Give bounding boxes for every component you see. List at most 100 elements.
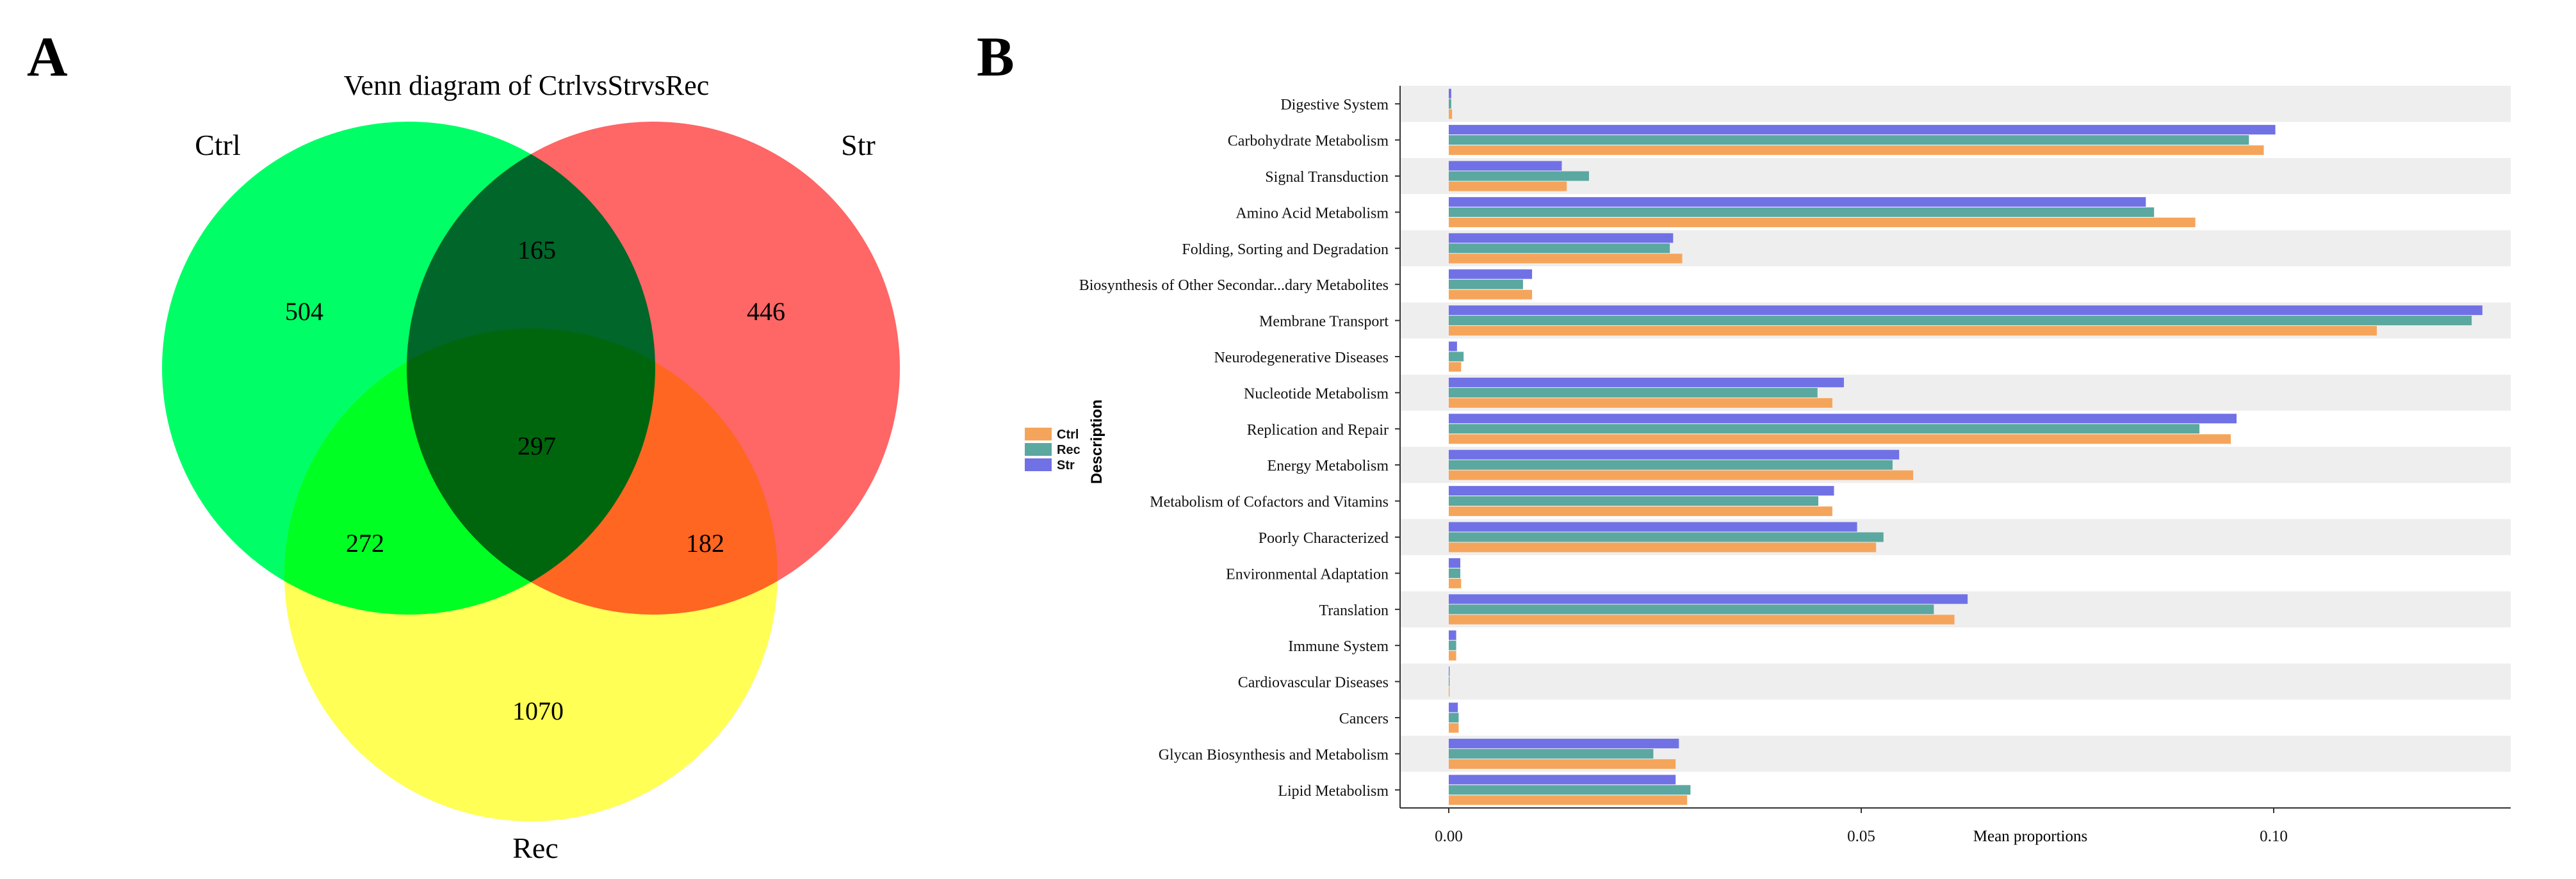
venn-title: Venn diagram of CtrlvsStrvsRec [344,70,710,101]
y-axis-label: Description [1088,399,1105,484]
category-label: Poorly Characterized [1259,530,1389,547]
row-band [1400,86,2511,122]
category-label: Energy Metabolism [1267,458,1389,474]
category-label: Metabolism of Cofactors and Vitamins [1150,494,1389,511]
category-label: Carbohydrate Metabolism [1228,133,1389,150]
category-label: Lipid Metabolism [1278,783,1389,800]
venn-set-label-ctrl: Ctrl [195,129,241,161]
legend-label-str: Str [1057,458,1075,472]
panel-label-b: B [977,26,1015,88]
category-label: Biosynthesis of Other Secondar...dary Me… [1079,277,1389,294]
category-label: Replication and Repair [1247,422,1389,439]
venn-count-ctrl-only: 504 [285,297,323,326]
bar-str [1449,594,1968,604]
bar-ctrl [1449,181,1567,191]
bar-ctrl [1449,362,1462,372]
bar-str [1449,630,1456,640]
bar-ctrl [1449,326,2377,336]
legend-swatch-str [1025,458,1052,471]
bar-ctrl [1449,542,1877,552]
bar-chart-category-labels: Digestive System Carbohydrate Metabolism S… [1079,97,1389,800]
bar-rec [1449,279,1523,289]
bar-rec [1449,135,2249,145]
x-axis-label: Mean proportions [1973,828,2087,845]
bar-ctrl [1449,289,1533,300]
category-label: Environmental Adaptation [1226,566,1389,583]
x-tick-label: 0.10 [2260,828,2288,845]
venn-diagram: Venn diagram of CtrlvsStrvsRec Ctrl Str … [162,70,900,864]
bar-str [1449,269,1533,279]
bar-str [1449,377,1844,387]
bar-ctrl [1449,723,1459,733]
bar-ctrl [1449,109,1453,119]
bar-ctrl [1449,506,1832,517]
x-tick-label: 0.00 [1435,828,1463,845]
bar-str [1449,233,1674,243]
category-label: Digestive System [1280,97,1389,113]
bar-rec [1449,748,1654,759]
bar-rec [1449,207,2155,217]
venn-circle-rec [284,328,778,821]
bar-rec [1449,640,1456,650]
legend-swatch-rec [1025,443,1052,456]
venn-count-ctrl-rec: 272 [346,529,384,558]
bar-str [1449,161,1562,171]
legend-label-rec: Rec [1057,443,1080,457]
legend-swatch-ctrl [1025,428,1052,440]
venn-count-str-only: 446 [747,297,785,326]
bar-rec [1449,99,1451,109]
bar-ctrl [1449,615,1955,625]
bar-ctrl [1449,650,1456,661]
bar-ctrl [1449,795,1688,805]
bar-rec [1449,460,1893,470]
x-tick-label: 0.05 [1847,828,1875,845]
venn-count-all: 297 [518,431,556,460]
category-label: Neurodegenerative Diseases [1214,350,1389,366]
bar-rec [1449,424,2200,434]
bar-str [1449,125,2276,135]
bar-rec [1449,171,1589,181]
category-label: Folding, Sorting and Degradation [1182,241,1389,258]
venn-count-ctrl-str: 165 [518,236,556,264]
bar-str [1449,775,1676,785]
category-label: Signal Transduction [1265,169,1389,186]
row-band [1400,663,2511,700]
legend-label-ctrl: Ctrl [1057,428,1079,442]
bar-str [1449,197,2146,207]
category-label: Immune System [1288,638,1389,655]
panel-label-a: A [27,26,68,88]
bar-ctrl [1449,217,2196,227]
venn-set-label-rec: Rec [512,832,558,864]
bar-ctrl [1449,470,1914,480]
category-label: Cancers [1339,711,1389,727]
bar-str [1449,486,1834,496]
bar-rec [1449,316,2472,326]
bar-rec [1449,351,1464,362]
bar-str [1449,449,1900,460]
bar-ctrl [1449,145,2264,156]
category-label: Membrane Transport [1259,314,1389,330]
bar-str [1449,558,1461,568]
bar-rec [1449,785,1691,795]
bar-ctrl [1449,578,1462,588]
bar-rec [1449,568,1461,578]
bar-rec [1449,713,1459,723]
bar-rec [1449,604,1934,615]
category-label: Glycan Biosynthesis and Metabolism [1159,746,1389,763]
category-label: Cardiovascular Diseases [1238,675,1389,691]
category-label: Amino Acid Metabolism [1235,205,1389,222]
bar-str [1449,522,1857,532]
bar-str [1449,305,2482,316]
bar-str [1449,702,1458,713]
bar-str [1449,738,1679,748]
bar-ctrl [1449,759,1676,769]
bar-chart-marks [1449,88,2482,805]
category-label: Translation [1319,602,1389,619]
venn-set-label-str: Str [841,129,876,161]
bar-str [1449,341,1457,351]
bar-str [1449,414,2237,424]
bar-chart-axes: 0.00 0.05 0.10 [1395,86,2511,845]
